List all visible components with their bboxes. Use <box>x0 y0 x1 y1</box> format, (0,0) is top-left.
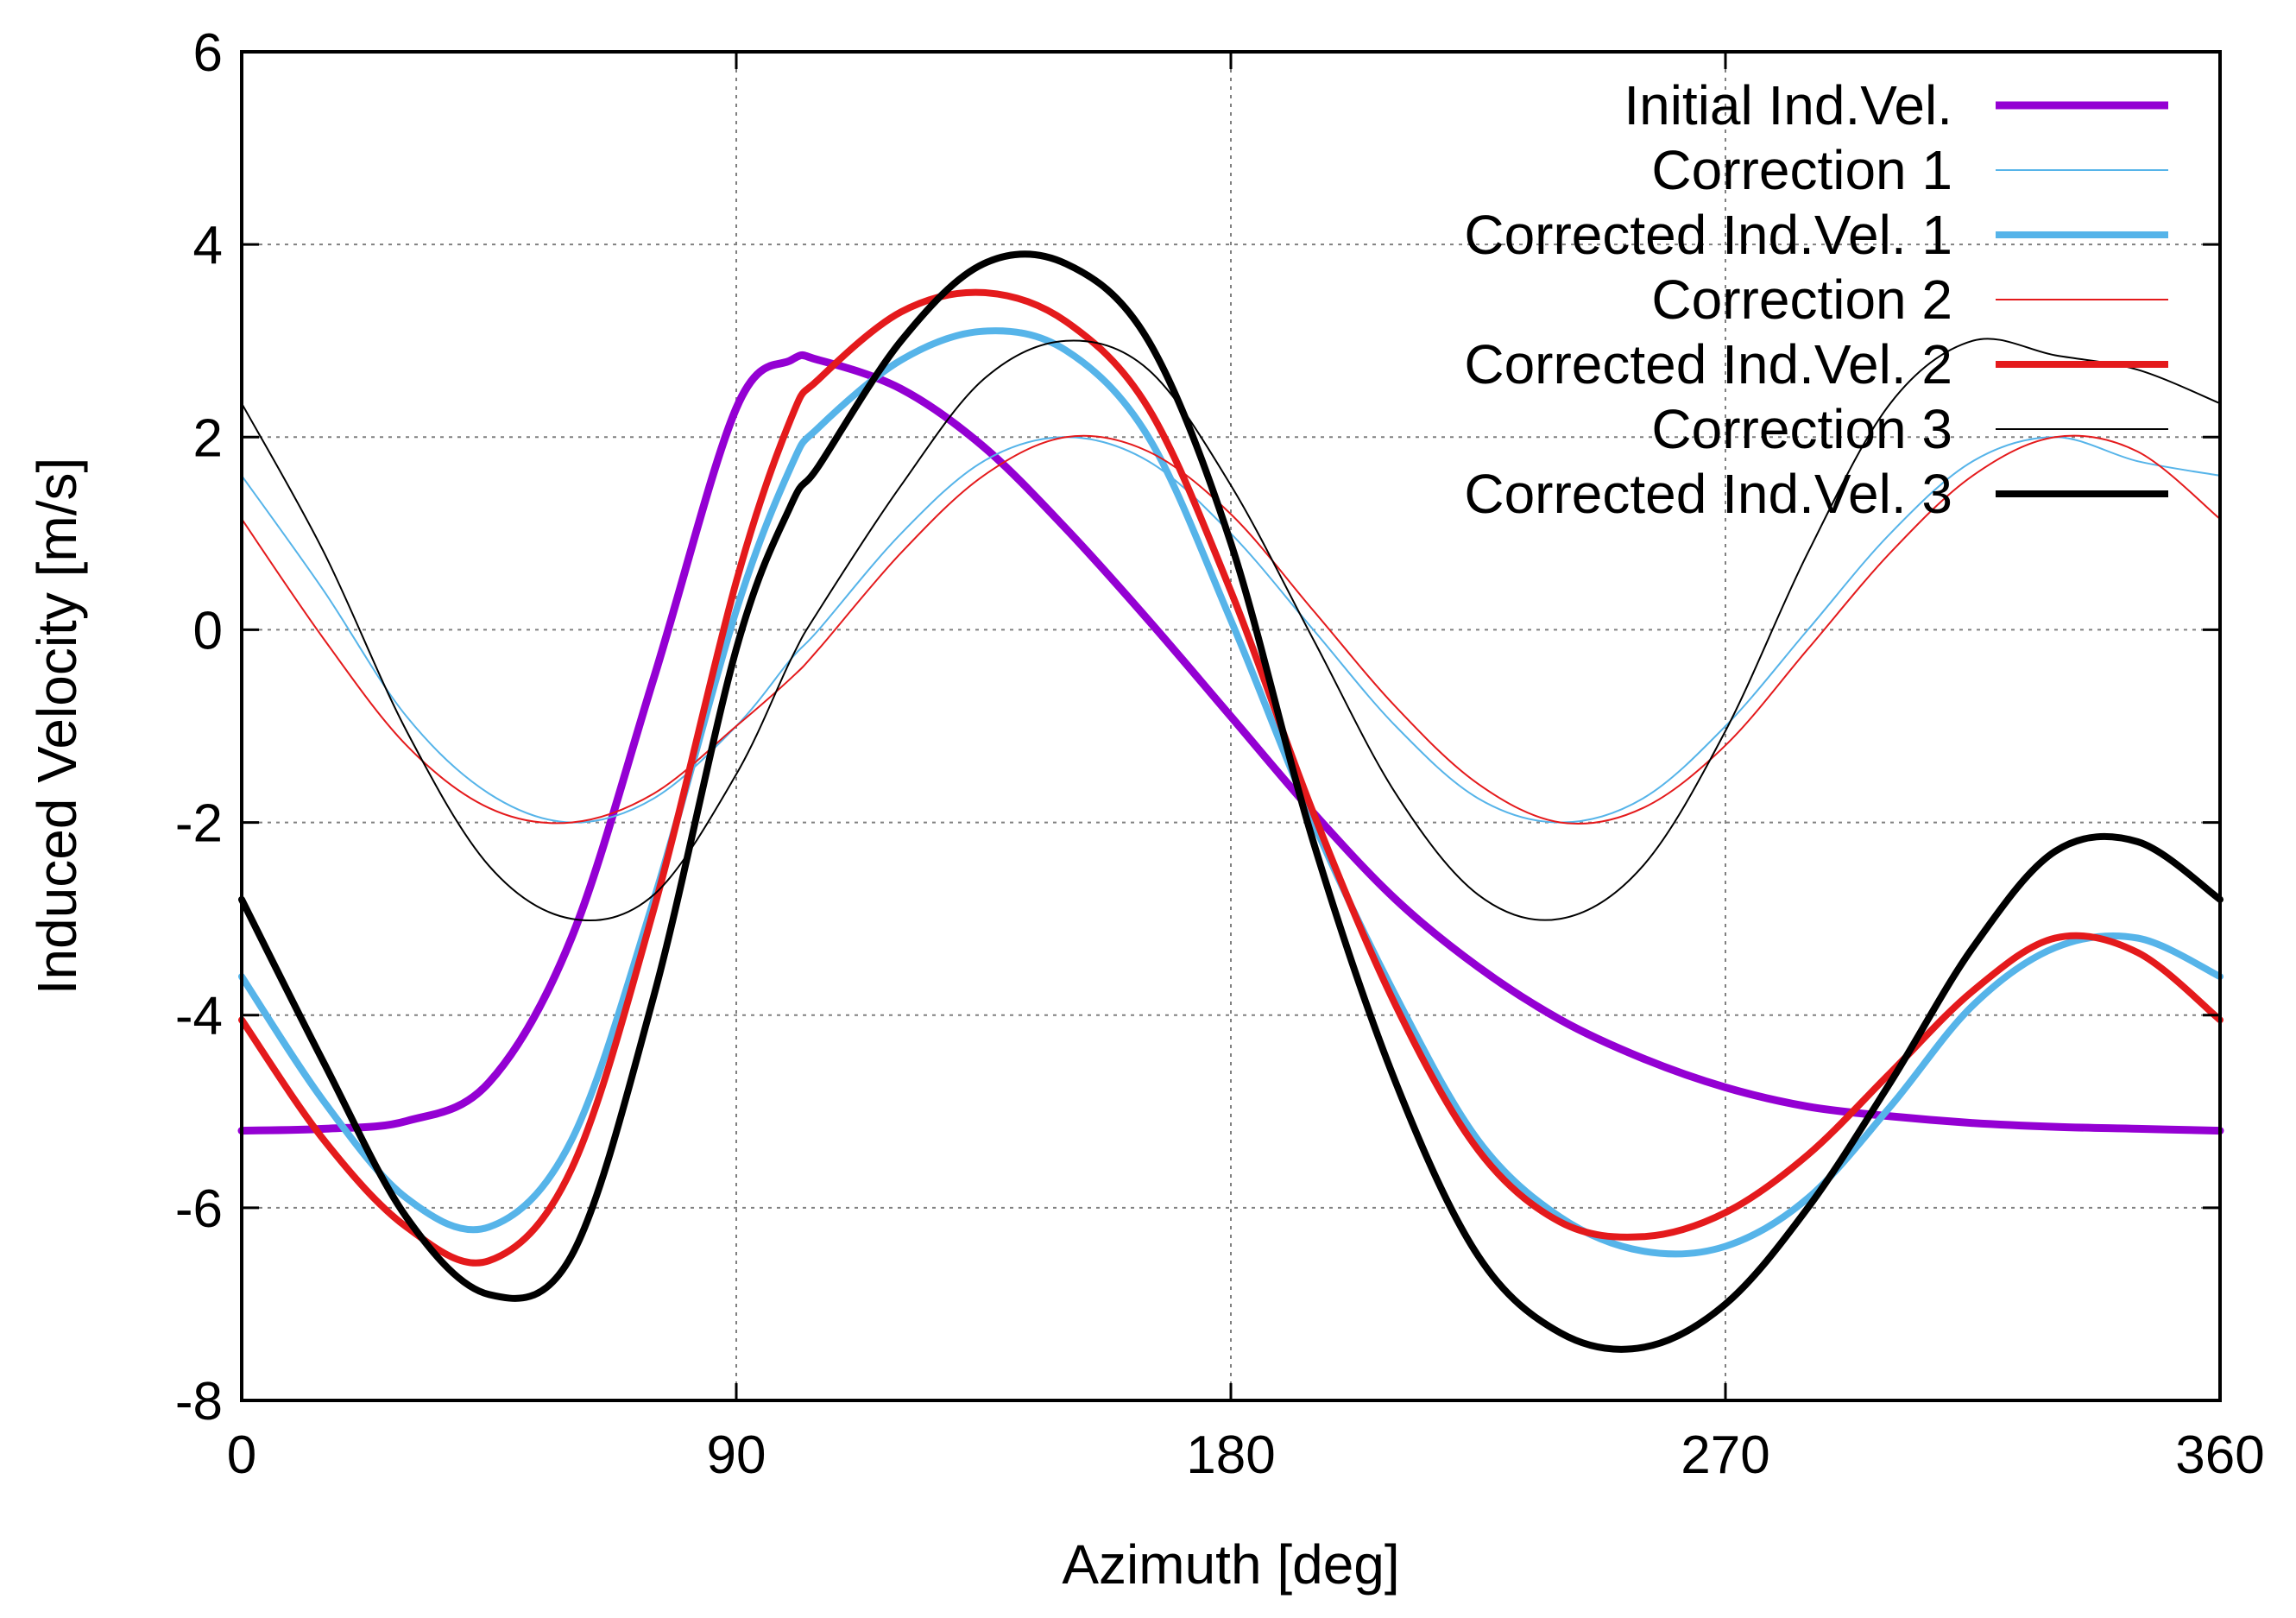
x-tick-label: 270 <box>1681 1425 1769 1485</box>
y-tick-label: -6 <box>175 1179 223 1239</box>
legend-entry: Correction 3 <box>1651 398 2168 460</box>
x-axis-label: Azimuth [deg] <box>1062 1533 1399 1596</box>
legend-entry: Initial Ind.Vel. <box>1624 74 2168 136</box>
legend-entry: Corrected Ind.Vel. 1 <box>1464 204 2168 266</box>
y-tick-label: 2 <box>193 408 223 468</box>
legend-label: Corrected Ind.Vel. 3 <box>1464 463 1952 525</box>
series-line-5 <box>238 288 2223 1267</box>
series-line-6 <box>241 338 2221 921</box>
axis-ticks: 0 90 180 270 360 -8 -6 -4 -2 0 2 4 6 <box>175 23 2265 1485</box>
legend-entry: Corrected Ind.Vel. 3 <box>1464 463 2168 525</box>
legend-entry: Correction 1 <box>1651 139 2168 201</box>
legend-label: Correction 3 <box>1651 398 1952 460</box>
series-line-7 <box>238 250 2223 1353</box>
y-axis-label: Induced Velocity [m/s] <box>26 458 88 995</box>
y-tick-label: 4 <box>193 216 223 275</box>
x-tick-label: 90 <box>707 1425 766 1485</box>
legend-label: Correction 1 <box>1651 139 1952 201</box>
y-tick-label: -8 <box>175 1372 223 1432</box>
legend-label: Corrected Ind.Vel. 2 <box>1464 333 1952 395</box>
series-line-1 <box>237 351 2224 1135</box>
legend-entry: Correction 2 <box>1651 269 2168 331</box>
y-tick-label: 0 <box>193 601 223 660</box>
y-tick-label: -4 <box>175 987 223 1046</box>
legend-label: Correction 2 <box>1651 269 1952 331</box>
legend-entry: Corrected Ind.Vel. 2 <box>1464 333 2168 395</box>
x-tick-label: 180 <box>1186 1425 1275 1485</box>
y-tick-label: -2 <box>175 794 223 854</box>
y-tick-label: 6 <box>193 23 223 83</box>
legend-label: Initial Ind.Vel. <box>1624 74 1952 136</box>
x-tick-label: 0 <box>227 1425 256 1485</box>
x-tick-label: 360 <box>2175 1425 2264 1485</box>
series-lines <box>237 250 2224 1353</box>
legend-label: Corrected Ind.Vel. 1 <box>1464 204 1952 266</box>
